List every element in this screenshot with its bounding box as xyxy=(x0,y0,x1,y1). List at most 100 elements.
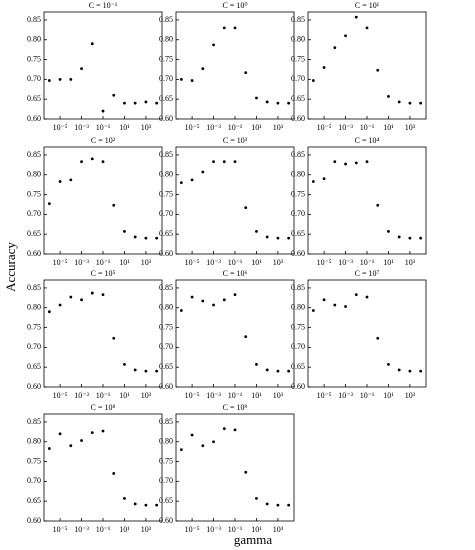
point xyxy=(179,309,183,312)
x-tick-label: 10¹ xyxy=(119,525,130,534)
point xyxy=(397,100,401,104)
point xyxy=(287,369,291,373)
point xyxy=(101,109,105,113)
x-tick-label: 10¹ xyxy=(383,391,394,400)
point xyxy=(201,67,205,71)
x-tick-label: 10¹ xyxy=(383,258,394,267)
x-tick-label: 10¹ xyxy=(119,391,130,400)
x-tick-label: 10⁻³ xyxy=(74,258,89,267)
point xyxy=(265,502,269,506)
y-tick-label: 0.65 xyxy=(27,229,41,238)
point xyxy=(80,160,83,164)
x-tick-label: 10⁻¹ xyxy=(96,391,111,400)
x-tick-label: 10⁻⁵ xyxy=(53,123,68,132)
y-tick-label: 0.65 xyxy=(291,362,305,371)
point xyxy=(222,298,226,302)
x-tick-label: 10³ xyxy=(141,525,152,534)
point xyxy=(397,235,401,239)
point xyxy=(387,230,390,233)
y-tick-label: 0.85 xyxy=(27,150,41,159)
point xyxy=(80,298,83,302)
plot-frame xyxy=(43,11,163,120)
x-tick-label: 10⁻⁵ xyxy=(317,391,332,400)
point xyxy=(255,497,258,500)
x-tick-label: 10⁻³ xyxy=(74,391,89,400)
y-tick-label: 0.75 xyxy=(291,54,305,63)
y-tick-label: 0.85 xyxy=(27,417,41,426)
point xyxy=(133,101,137,105)
subplot-title: C = 10⁰ xyxy=(222,1,247,10)
y-tick-label: 0.70 xyxy=(291,74,305,83)
point xyxy=(47,447,51,450)
point xyxy=(387,363,390,366)
y-tick-label: 0.60 xyxy=(159,516,173,525)
point xyxy=(133,502,137,506)
point xyxy=(344,162,347,166)
y-tick-label: 0.60 xyxy=(291,382,305,391)
point xyxy=(90,291,94,295)
point xyxy=(419,101,423,105)
subplot-title: C = 10¹ xyxy=(355,1,380,10)
point xyxy=(155,503,159,507)
x-tick-label: 10⁻³ xyxy=(338,258,353,267)
point xyxy=(212,160,215,164)
point xyxy=(255,96,258,100)
x-tick-label: 10⁻¹ xyxy=(228,123,243,132)
y-tick-label: 0.80 xyxy=(159,303,173,312)
subplot-title: C = 10⁹ xyxy=(223,403,248,412)
y-tick-label: 0.65 xyxy=(291,94,305,103)
x-tick-label: 10⁻³ xyxy=(206,258,221,267)
x-tick-label: 10³ xyxy=(141,258,152,267)
x-tick-label: 10⁻¹ xyxy=(360,123,375,132)
x-tick-label: 10⁻⁵ xyxy=(53,391,68,400)
point xyxy=(311,309,315,312)
x-tick-label: 10⁻¹ xyxy=(228,525,243,534)
x-tick-label: 10¹ xyxy=(119,258,130,267)
point xyxy=(123,101,126,105)
point xyxy=(47,202,51,206)
y-tick-label: 0.70 xyxy=(27,209,41,218)
y-tick-label: 0.60 xyxy=(27,516,41,525)
y-tick-label: 0.80 xyxy=(159,437,173,446)
y-tick-label: 0.75 xyxy=(291,322,305,331)
point xyxy=(179,181,183,185)
y-tick-label: 0.65 xyxy=(159,229,173,238)
y-tick-label: 0.80 xyxy=(27,35,41,44)
y-tick-label: 0.70 xyxy=(159,476,173,485)
point xyxy=(233,428,237,432)
x-tick-label: 10⁻⁵ xyxy=(53,258,68,267)
point xyxy=(276,101,280,105)
y-tick-label: 0.65 xyxy=(27,362,41,371)
y-tick-label: 0.70 xyxy=(159,342,173,351)
y-tick-label: 0.80 xyxy=(27,303,41,312)
point xyxy=(287,503,291,507)
y-tick-label: 0.85 xyxy=(159,15,173,24)
point xyxy=(123,230,126,233)
point xyxy=(90,431,94,435)
y-tick-label: 0.60 xyxy=(159,382,173,391)
point xyxy=(287,101,291,105)
x-tick-label: 10⁻⁵ xyxy=(185,391,200,400)
point xyxy=(265,368,269,372)
x-tick-label: 10³ xyxy=(405,123,416,132)
subplot-title: C = 10⁷ xyxy=(355,269,380,278)
point xyxy=(69,295,73,299)
y-tick-label: 0.75 xyxy=(159,189,173,198)
point xyxy=(133,368,137,372)
x-tick-label: 10⁻⁵ xyxy=(317,123,332,132)
point xyxy=(69,444,73,448)
x-tick-label: 10⁻¹ xyxy=(228,391,243,400)
point xyxy=(212,440,215,444)
point xyxy=(233,293,237,297)
point xyxy=(311,180,315,183)
y-tick-label: 0.75 xyxy=(159,54,173,63)
subplot-title: C = 10⁶ xyxy=(223,269,248,278)
y-tick-label: 0.70 xyxy=(159,209,173,218)
x-tick-label: 10⁻⁵ xyxy=(53,525,68,534)
x-tick-label: 10⁻⁵ xyxy=(185,258,200,267)
point xyxy=(190,295,194,299)
point xyxy=(244,470,248,474)
point xyxy=(190,433,194,437)
y-tick-label: 0.85 xyxy=(159,283,173,292)
point xyxy=(58,180,62,183)
